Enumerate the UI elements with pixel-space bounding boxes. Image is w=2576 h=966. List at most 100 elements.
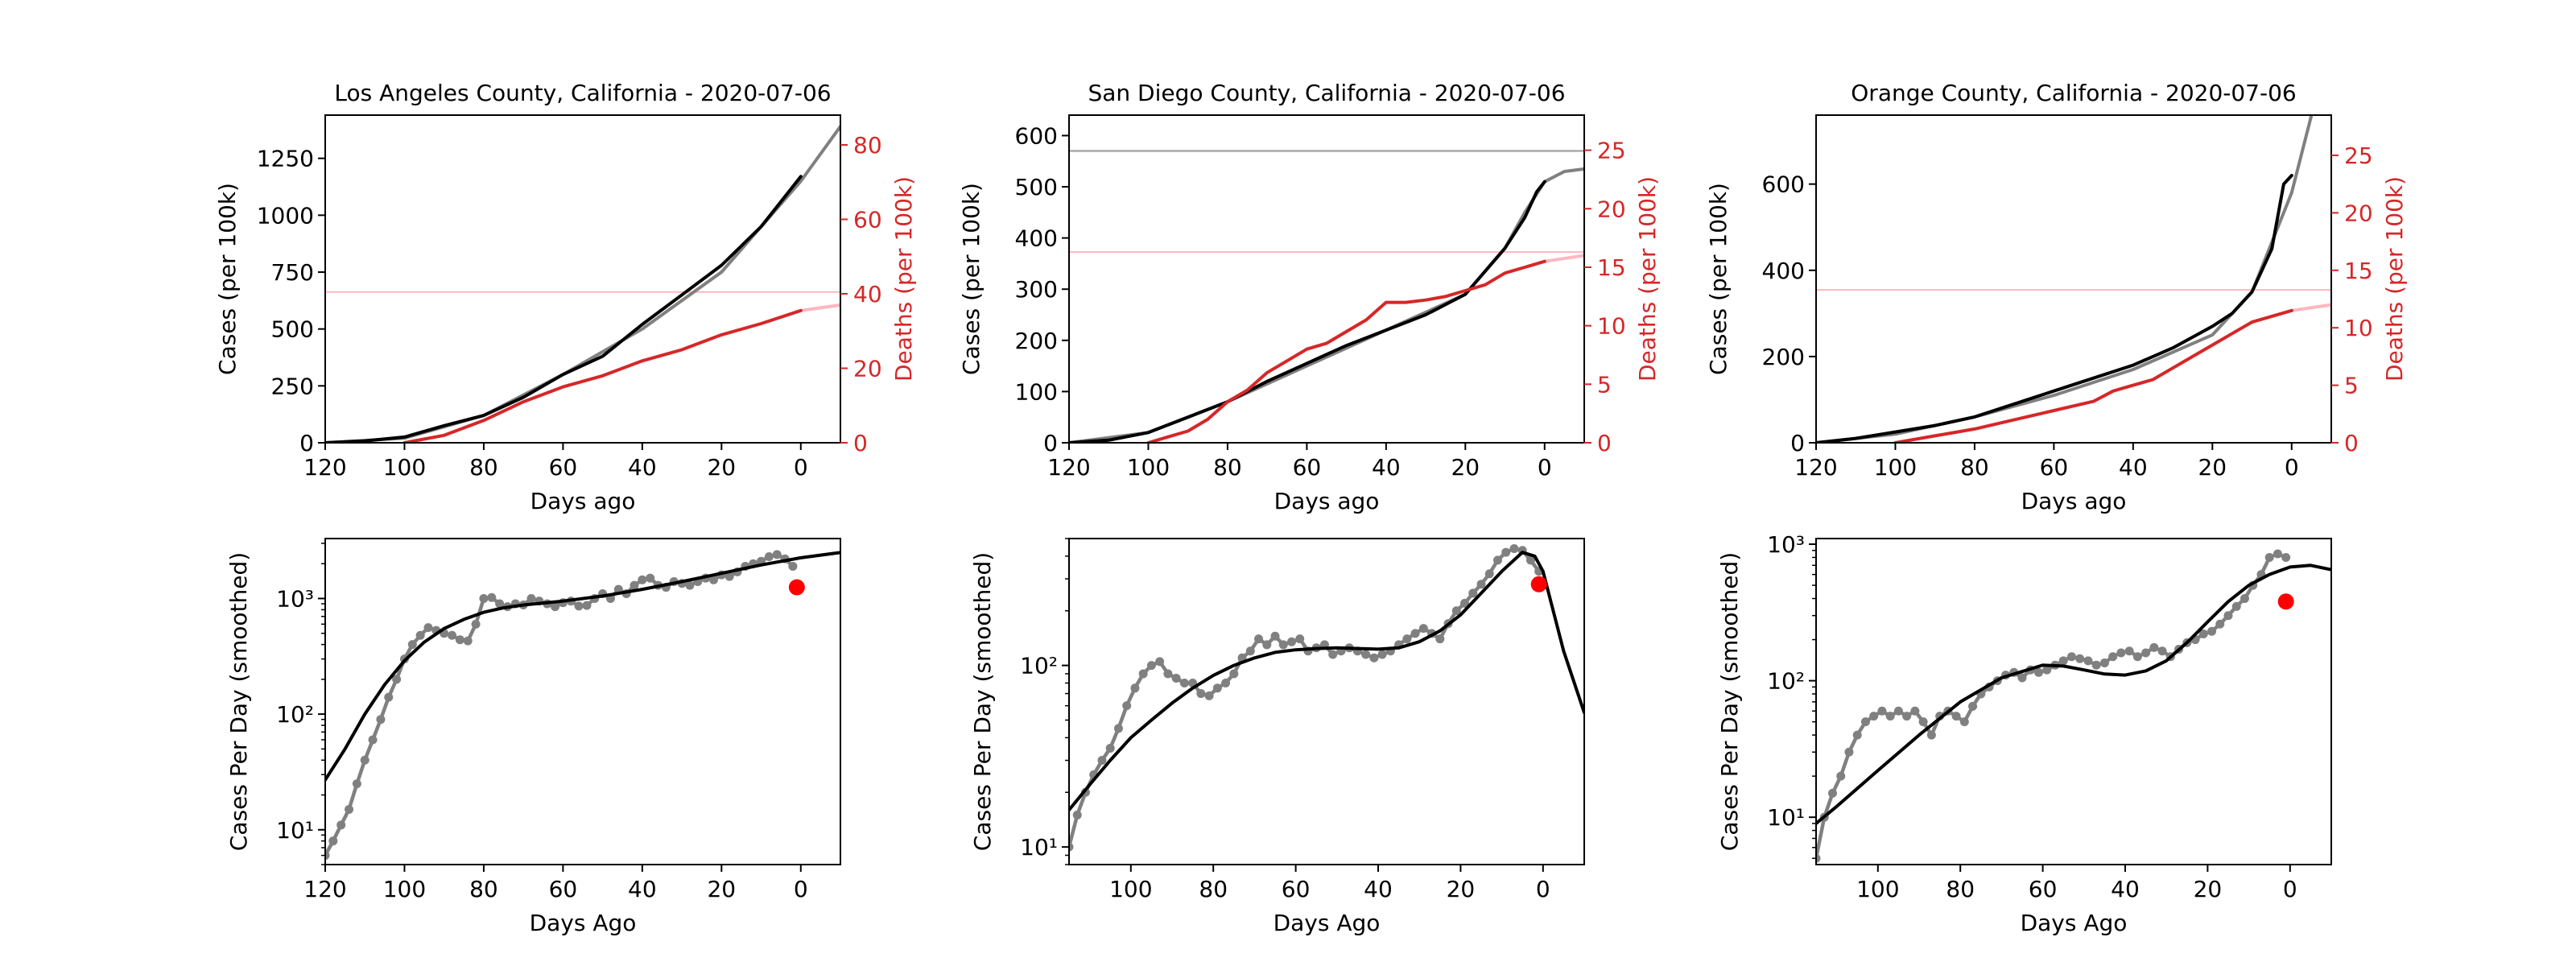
data-point — [325, 851, 330, 861]
x-tick-label: 80 — [469, 454, 498, 481]
data-point — [1468, 588, 1478, 598]
data-point — [788, 561, 798, 571]
x-tick-label: 0 — [794, 454, 808, 481]
data-point — [1926, 730, 1936, 740]
data-point — [2116, 648, 2126, 658]
y-tick-label: 200 — [1762, 344, 1805, 370]
data-point — [1286, 637, 1296, 646]
y2-tick-label: 25 — [1597, 138, 1626, 164]
data-point — [1918, 717, 1928, 727]
data-point — [1492, 555, 1502, 565]
fit-curve — [1069, 551, 1584, 812]
y2-axis-label: Deaths (per 100k) — [1634, 176, 1661, 382]
deaths-fit-line — [1542, 254, 1584, 263]
deaths-fit-line — [799, 303, 840, 312]
y-tick-label: 300 — [1015, 276, 1058, 303]
y2-axis-label: Deaths (per 100k) — [890, 176, 917, 382]
x-tick-label: 120 — [1047, 454, 1090, 481]
data-point — [1072, 810, 1082, 819]
data-point — [1097, 756, 1107, 766]
y-tick-label: 250 — [271, 373, 314, 399]
x-axis-label: Days ago — [530, 488, 636, 514]
data-point — [638, 575, 647, 584]
data-point — [1893, 706, 1903, 716]
x-tick-label: 120 — [1794, 454, 1837, 481]
data-point — [2083, 656, 2093, 666]
y-tick-label: 0 — [1043, 430, 1058, 456]
data-point — [2240, 594, 2249, 604]
y2-tick-label: 0 — [1597, 430, 1612, 456]
deaths-line — [1893, 308, 2293, 443]
data-point — [1105, 743, 1115, 753]
data-point — [2149, 642, 2159, 652]
data-point — [2264, 552, 2274, 562]
x-tick-label: 60 — [1293, 454, 1322, 481]
data-point — [407, 640, 417, 650]
x-tick-label: 80 — [1213, 454, 1242, 481]
data-point — [1113, 724, 1123, 733]
y-tick-label: 1000 — [257, 202, 314, 229]
data-point — [1196, 689, 1206, 699]
data-point — [1852, 730, 1862, 740]
latest-point — [788, 579, 805, 596]
x-tick-label: 0 — [794, 876, 808, 902]
data-point — [2281, 552, 2291, 562]
daily-cases-line — [1816, 551, 2288, 861]
x-tick-label: 100 — [1856, 876, 1899, 902]
data-point — [1254, 634, 1264, 644]
data-point — [1460, 598, 1470, 608]
x-tick-label: 80 — [1199, 876, 1228, 902]
data-point — [1270, 631, 1280, 641]
data-point — [423, 623, 433, 633]
data-point — [2198, 630, 2208, 639]
x-axis-label: Days Ago — [1274, 910, 1381, 936]
axes-frame — [1815, 114, 2332, 444]
data-point — [2273, 549, 2282, 559]
x-tick-label: 20 — [707, 454, 736, 481]
data-point — [1501, 547, 1511, 557]
data-point — [1816, 853, 1821, 863]
data-point — [328, 836, 338, 846]
fit-curve — [1816, 564, 2331, 825]
y2-tick-label: 10 — [1597, 313, 1626, 340]
x-tick-label: 60 — [549, 454, 578, 481]
y-tick-label: 10¹ — [276, 817, 314, 844]
x-tick-label: 60 — [549, 876, 578, 902]
y2-tick-label: 40 — [853, 281, 882, 308]
chart-panel-5: 100 80 60 40 20 0 10¹ 10² Days Ago Cases Per Day … — [969, 538, 1585, 936]
x-tick-label: 20 — [1447, 876, 1476, 902]
data-point — [2223, 611, 2233, 621]
data-point — [1525, 555, 1535, 565]
data-point — [1451, 606, 1461, 616]
x-axis-label: Days ago — [1274, 488, 1380, 514]
y-tick-label: 0 — [1790, 430, 1805, 456]
y-tick-label: 750 — [271, 259, 314, 286]
data-point — [1179, 678, 1189, 687]
x-tick-label: 0 — [2285, 454, 2299, 481]
data-point — [487, 592, 497, 602]
y-tick-label: 10³ — [276, 585, 314, 612]
data-point — [1402, 634, 1412, 644]
y2-tick-label: 15 — [2344, 258, 2373, 284]
y-tick-label: 10² — [1020, 653, 1058, 679]
y-axis-label: Cases Per Day (smoothed) — [969, 552, 996, 851]
data-point — [1968, 701, 1978, 711]
data-point — [1146, 661, 1156, 671]
y2-tick-label: 5 — [1597, 371, 1612, 398]
x-tick-label: 100 — [1109, 876, 1152, 902]
data-point — [646, 573, 655, 583]
x-tick-label: 20 — [2194, 876, 2223, 902]
data-point — [1377, 650, 1387, 659]
y2-tick-label: 20 — [853, 356, 882, 382]
y-axis-label: Cases (per 100k) — [1705, 183, 1732, 375]
data-point — [2091, 660, 2101, 670]
x-tick-label: 0 — [2283, 876, 2297, 902]
y-tick-label: 100 — [1015, 378, 1058, 405]
data-point — [551, 602, 560, 612]
data-point — [1959, 717, 1969, 727]
y-tick-label: 10² — [1767, 668, 1805, 695]
fit-curve — [325, 551, 840, 782]
y2-tick-label: 0 — [2344, 430, 2359, 456]
data-point — [2215, 619, 2225, 629]
x-tick-label: 80 — [1960, 454, 1989, 481]
